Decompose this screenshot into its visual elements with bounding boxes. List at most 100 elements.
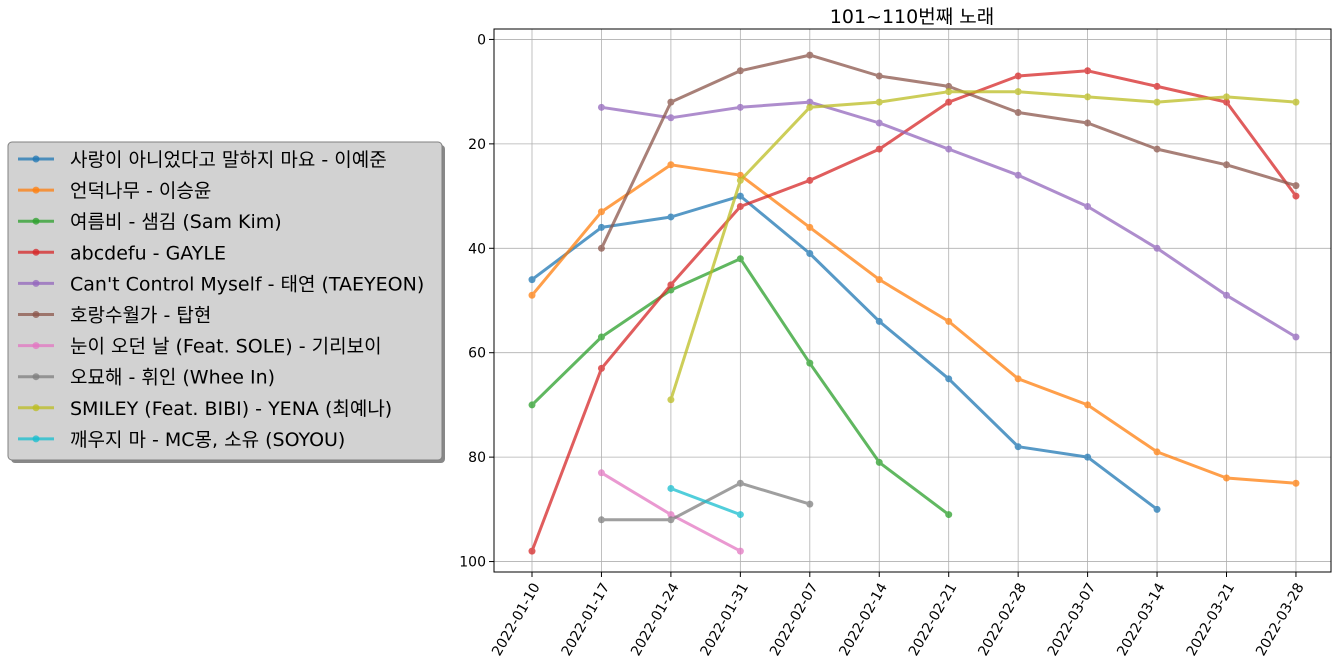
data-point bbox=[875, 119, 883, 127]
data-point bbox=[1292, 333, 1300, 341]
legend-box bbox=[7, 141, 443, 461]
x-tick-label: 2022-03-21 bbox=[1184, 580, 1239, 658]
data-point bbox=[945, 317, 953, 325]
legend-entry-label: 언덕나무 - 이승윤 bbox=[70, 180, 211, 202]
data-point bbox=[1014, 443, 1022, 451]
data-point bbox=[667, 516, 675, 524]
x-tick-label: 2022-01-31 bbox=[698, 580, 753, 658]
legend-swatch-marker bbox=[32, 435, 40, 443]
data-point bbox=[945, 82, 953, 90]
series-6 bbox=[597, 51, 1300, 252]
legend-entry-label: 눈이 오던 날 (Feat. SOLE) - 기리보이 bbox=[70, 336, 382, 358]
data-point bbox=[1223, 161, 1230, 169]
legend-entry-label: 오묘해 - 휘인 (Whee In) bbox=[70, 367, 275, 389]
y-axis-ticks: 0 20 40 60 80 100 bbox=[459, 32, 494, 571]
data-point bbox=[1084, 93, 1092, 101]
series-2 bbox=[528, 161, 1300, 487]
x-tick-label: 2022-03-07 bbox=[1045, 580, 1100, 658]
y-tick-label: 0 bbox=[477, 32, 486, 48]
series-line bbox=[669, 90, 1297, 401]
data-point bbox=[736, 192, 744, 200]
data-point bbox=[1292, 182, 1300, 190]
x-tick-label: 2022-02-07 bbox=[767, 580, 822, 658]
series-10 bbox=[667, 484, 744, 519]
data-point bbox=[667, 511, 675, 519]
y-tick-label: 20 bbox=[468, 137, 486, 153]
data-point bbox=[528, 291, 536, 299]
data-point bbox=[667, 281, 675, 289]
data-point bbox=[736, 479, 744, 487]
plot-area-frame bbox=[493, 28, 1332, 573]
series-4 bbox=[528, 67, 1300, 555]
data-point bbox=[736, 176, 744, 184]
x-tick-label: 2022-01-24 bbox=[628, 580, 683, 659]
data-point bbox=[736, 511, 744, 519]
x-tick-label: 2022-01-17 bbox=[559, 580, 614, 658]
series-lines bbox=[528, 51, 1300, 555]
series-line bbox=[530, 163, 1297, 485]
legend-entry-label: 여름비 - 샘김 (Sam Kim) bbox=[70, 211, 282, 233]
data-point bbox=[806, 103, 814, 111]
data-point bbox=[875, 458, 883, 466]
data-point bbox=[1014, 375, 1022, 383]
data-point bbox=[1292, 98, 1300, 106]
x-tick-label: 2022-03-28 bbox=[1253, 580, 1308, 658]
series-7 bbox=[597, 469, 744, 555]
data-point bbox=[736, 67, 744, 75]
data-point bbox=[597, 208, 605, 216]
y-tick-label: 100 bbox=[459, 555, 486, 571]
y-tick-label: 80 bbox=[468, 450, 486, 466]
data-point bbox=[806, 500, 814, 508]
data-point bbox=[597, 223, 605, 231]
data-point bbox=[1153, 82, 1161, 90]
data-point bbox=[597, 364, 605, 372]
legend-swatch-marker bbox=[32, 217, 40, 225]
data-point bbox=[806, 98, 814, 106]
legend-entry-label: 사랑이 아니었다고 말하지 마요 - 이예준 bbox=[70, 149, 387, 171]
data-point bbox=[1014, 88, 1022, 96]
legend-swatch-marker bbox=[32, 373, 40, 381]
data-point bbox=[945, 145, 953, 153]
data-point bbox=[736, 103, 744, 111]
data-point bbox=[1084, 203, 1092, 211]
legend-swatch-marker bbox=[32, 155, 40, 163]
data-point bbox=[1292, 192, 1300, 200]
x-tick-label: 2022-01-10 bbox=[489, 580, 544, 658]
data-point bbox=[1153, 145, 1161, 153]
data-point bbox=[597, 103, 605, 111]
data-point bbox=[1153, 244, 1161, 252]
x-tick-label: 2022-02-28 bbox=[975, 580, 1030, 658]
data-point bbox=[806, 176, 814, 184]
data-point bbox=[1223, 93, 1230, 101]
data-point bbox=[528, 401, 536, 409]
data-point bbox=[1153, 505, 1161, 513]
legend-swatch-marker bbox=[32, 248, 40, 256]
data-point bbox=[1153, 448, 1161, 456]
data-point bbox=[736, 255, 744, 263]
data-point bbox=[806, 51, 814, 59]
data-point bbox=[806, 223, 814, 231]
data-point bbox=[667, 484, 675, 492]
data-point bbox=[945, 88, 953, 96]
legend-swatch-marker bbox=[32, 342, 40, 350]
data-point bbox=[1084, 67, 1092, 75]
data-point bbox=[1292, 479, 1300, 487]
data-point bbox=[1014, 72, 1022, 80]
legend-swatch-marker bbox=[32, 279, 40, 287]
data-point bbox=[1014, 171, 1022, 179]
data-point bbox=[736, 547, 744, 555]
data-point bbox=[806, 250, 814, 258]
series-line bbox=[531, 194, 1159, 511]
data-point bbox=[1153, 98, 1161, 106]
data-point bbox=[667, 161, 675, 169]
x-axis-ticks: 2022-01-10 2022-01-17 2022-01-24 2022-01-31… bbox=[489, 572, 1308, 659]
data-point bbox=[1223, 98, 1230, 106]
series-9 bbox=[667, 88, 1300, 404]
series-line bbox=[530, 69, 1298, 552]
legend-entry-label: abcdefu - GAYLE bbox=[70, 242, 226, 264]
data-point bbox=[806, 359, 814, 367]
data-point bbox=[1084, 401, 1092, 409]
legend-swatch-marker bbox=[32, 311, 40, 318]
